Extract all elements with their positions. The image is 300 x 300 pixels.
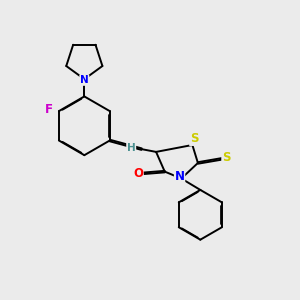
Text: N: N [80,75,89,85]
Text: F: F [45,103,53,116]
Text: S: S [190,132,198,145]
Text: N: N [175,170,184,183]
Text: H: H [127,143,136,153]
Text: O: O [133,167,143,180]
Text: S: S [222,151,230,164]
